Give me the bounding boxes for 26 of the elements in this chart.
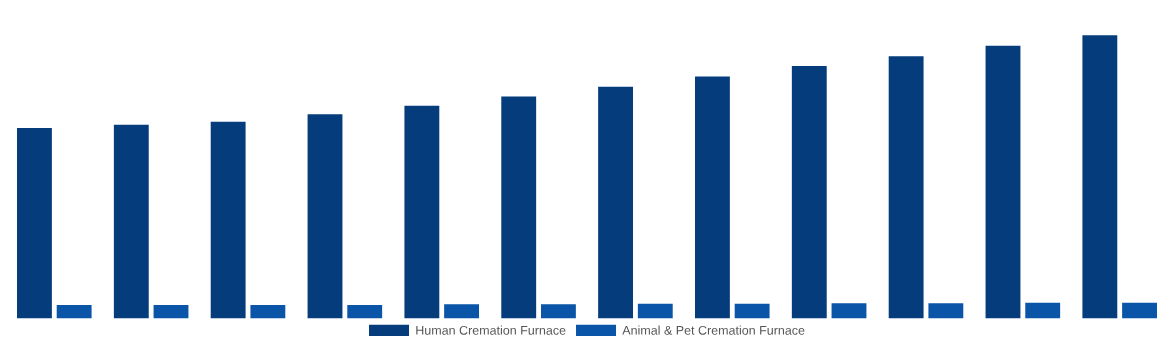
bar — [1122, 302, 1157, 319]
bar — [888, 56, 924, 319]
bar — [404, 105, 440, 319]
bar — [540, 304, 576, 319]
bar — [347, 304, 383, 319]
bar — [56, 304, 92, 319]
bar — [17, 127, 52, 319]
bar — [985, 45, 1021, 319]
bar — [210, 121, 246, 319]
bar — [791, 65, 827, 319]
legend-label: Human Cremation Furnace — [416, 325, 566, 335]
bar — [444, 304, 480, 319]
bar — [250, 304, 286, 319]
bar — [153, 304, 189, 319]
legend-label: Animal & Pet Cremation Furnace — [622, 325, 805, 335]
bar — [1025, 302, 1061, 319]
bar — [307, 114, 343, 319]
bar — [598, 86, 634, 319]
bar — [928, 303, 964, 319]
bar — [501, 96, 537, 319]
bar — [113, 124, 149, 319]
bar — [637, 303, 673, 319]
bar — [694, 76, 730, 319]
bar — [831, 303, 867, 319]
bar — [1082, 35, 1118, 319]
bar — [734, 303, 770, 319]
